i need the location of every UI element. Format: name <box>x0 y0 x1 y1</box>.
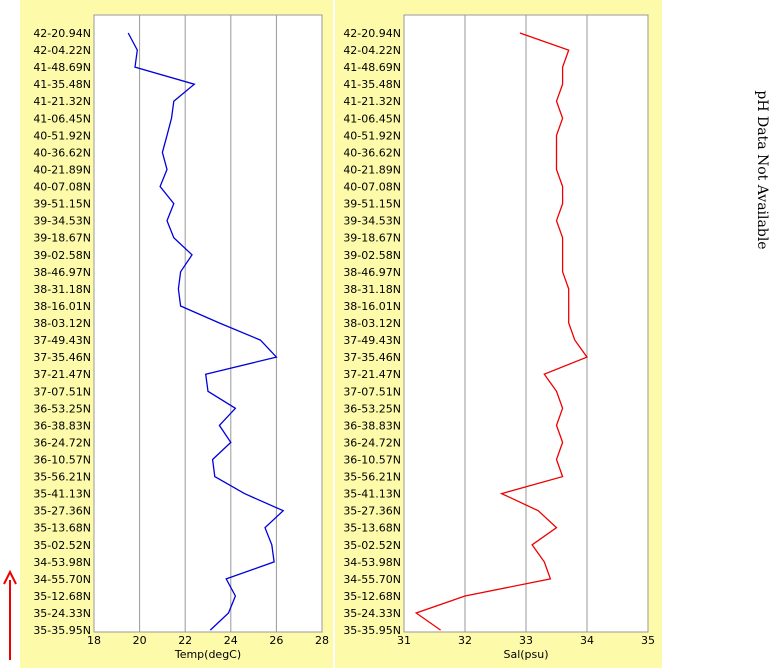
y-tick-label: 35-13.68N <box>343 522 401 535</box>
y-tick-label: 39-51.15N <box>33 198 91 211</box>
y-tick-label: 35-56.21N <box>343 471 401 484</box>
y-tick-label: 41-48.69N <box>343 61 401 74</box>
x-axis-label: Sal(psu) <box>503 648 548 661</box>
y-tick-label: 36-24.72N <box>33 436 91 449</box>
y-tick-label: 37-49.43N <box>343 334 401 347</box>
y-tick-label: 36-10.57N <box>33 454 91 467</box>
y-tick-label: 35-35.95N <box>343 624 401 637</box>
y-tick-label: 38-31.18N <box>343 283 401 296</box>
y-tick-label: 34-55.70N <box>343 573 401 586</box>
y-tick-label: 37-49.43N <box>33 334 91 347</box>
y-tick-label: 37-07.51N <box>343 385 401 398</box>
y-tick-label: 35-27.36N <box>33 505 91 518</box>
x-tick-label: 26 <box>269 634 283 647</box>
x-tick-label: 34 <box>580 634 594 647</box>
x-tick-label: 32 <box>458 634 472 647</box>
y-tick-label: 38-46.97N <box>343 266 401 279</box>
y-tick-label: 41-21.32N <box>343 95 401 108</box>
y-tick-label: 38-31.18N <box>33 283 91 296</box>
y-tick-label: 42-04.22N <box>343 44 401 57</box>
x-tick-label: 28 <box>315 634 329 647</box>
y-tick-label: 41-48.69N <box>33 61 91 74</box>
x-tick-label: 22 <box>178 634 192 647</box>
y-tick-label: 35-12.68N <box>343 590 401 603</box>
y-tick-label: 35-41.13N <box>33 488 91 501</box>
y-tick-label: 41-35.48N <box>343 78 401 91</box>
y-tick-label: 40-51.92N <box>343 129 401 142</box>
y-tick-label: 39-18.67N <box>33 232 91 245</box>
y-tick-label: 39-51.15N <box>343 198 401 211</box>
ph-note: pH Data Not Available <box>754 90 770 249</box>
y-tick-label: 39-18.67N <box>343 232 401 245</box>
y-tick-label: 40-21.89N <box>343 163 401 176</box>
x-tick-label: 20 <box>133 634 147 647</box>
y-tick-label: 35-27.36N <box>343 505 401 518</box>
y-tick-label: 36-38.83N <box>343 419 401 432</box>
y-tick-label: 37-35.46N <box>343 351 401 364</box>
y-tick-label: 38-16.01N <box>33 300 91 313</box>
y-tick-label: 41-21.32N <box>33 95 91 108</box>
y-tick-label: 35-12.68N <box>33 590 91 603</box>
y-tick-label: 40-36.62N <box>33 146 91 159</box>
y-tick-label: 35-13.68N <box>33 522 91 535</box>
y-tick-label: 36-10.57N <box>343 454 401 467</box>
y-tick-label: 35-24.33N <box>33 607 91 620</box>
y-tick-label: 35-02.52N <box>33 539 91 552</box>
y-tick-label: 37-07.51N <box>33 385 91 398</box>
y-tick-label: 39-02.58N <box>343 249 401 262</box>
x-tick-label: 18 <box>87 634 101 647</box>
y-tick-label: 37-35.46N <box>33 351 91 364</box>
y-tick-label: 38-03.12N <box>343 317 401 330</box>
y-tick-label: 42-20.94N <box>343 27 401 40</box>
y-tick-label: 41-35.48N <box>33 78 91 91</box>
y-tick-label: 40-51.92N <box>33 129 91 142</box>
y-tick-label: 38-03.12N <box>33 317 91 330</box>
y-tick-label: 41-06.45N <box>343 112 401 125</box>
y-tick-label: 40-36.62N <box>343 146 401 159</box>
y-tick-label: 35-56.21N <box>33 471 91 484</box>
x-tick-label: 24 <box>224 634 238 647</box>
data-line <box>127 32 285 631</box>
x-tick-label: 31 <box>397 634 411 647</box>
y-tick-label: 35-35.95N <box>33 624 91 637</box>
y-tick-label: 36-53.25N <box>33 402 91 415</box>
y-tick-label: 39-34.53N <box>343 215 401 228</box>
y-tick-label: 36-53.25N <box>343 402 401 415</box>
y-tick-label: 36-24.72N <box>343 436 401 449</box>
y-tick-label: 42-04.22N <box>33 44 91 57</box>
y-tick-label: 34-53.98N <box>343 556 401 569</box>
data-line <box>414 32 589 631</box>
y-tick-label: 40-21.89N <box>33 163 91 176</box>
y-tick-label: 36-38.83N <box>33 419 91 432</box>
y-tick-label: 34-53.98N <box>33 556 91 569</box>
y-tick-label: 38-46.97N <box>33 266 91 279</box>
y-tick-label: 37-21.47N <box>33 368 91 381</box>
x-tick-label: 35 <box>641 634 655 647</box>
arrow-head <box>3 569 17 585</box>
y-tick-label: 38-16.01N <box>343 300 401 313</box>
y-tick-label: 35-41.13N <box>343 488 401 501</box>
plot-area <box>93 14 323 633</box>
x-tick-label: 33 <box>519 634 533 647</box>
y-tick-label: 35-24.33N <box>343 607 401 620</box>
y-tick-label: 40-07.08N <box>33 181 91 194</box>
y-tick-label: 37-21.47N <box>343 368 401 381</box>
y-tick-label: 39-02.58N <box>33 249 91 262</box>
y-tick-label: 34-55.70N <box>33 573 91 586</box>
y-tick-label: 35-02.52N <box>343 539 401 552</box>
y-tick-label: 42-20.94N <box>33 27 91 40</box>
y-tick-label: 41-06.45N <box>33 112 91 125</box>
y-tick-label: 40-07.08N <box>343 181 401 194</box>
x-axis-label: Temp(degC) <box>174 648 241 661</box>
y-tick-label: 39-34.53N <box>33 215 91 228</box>
